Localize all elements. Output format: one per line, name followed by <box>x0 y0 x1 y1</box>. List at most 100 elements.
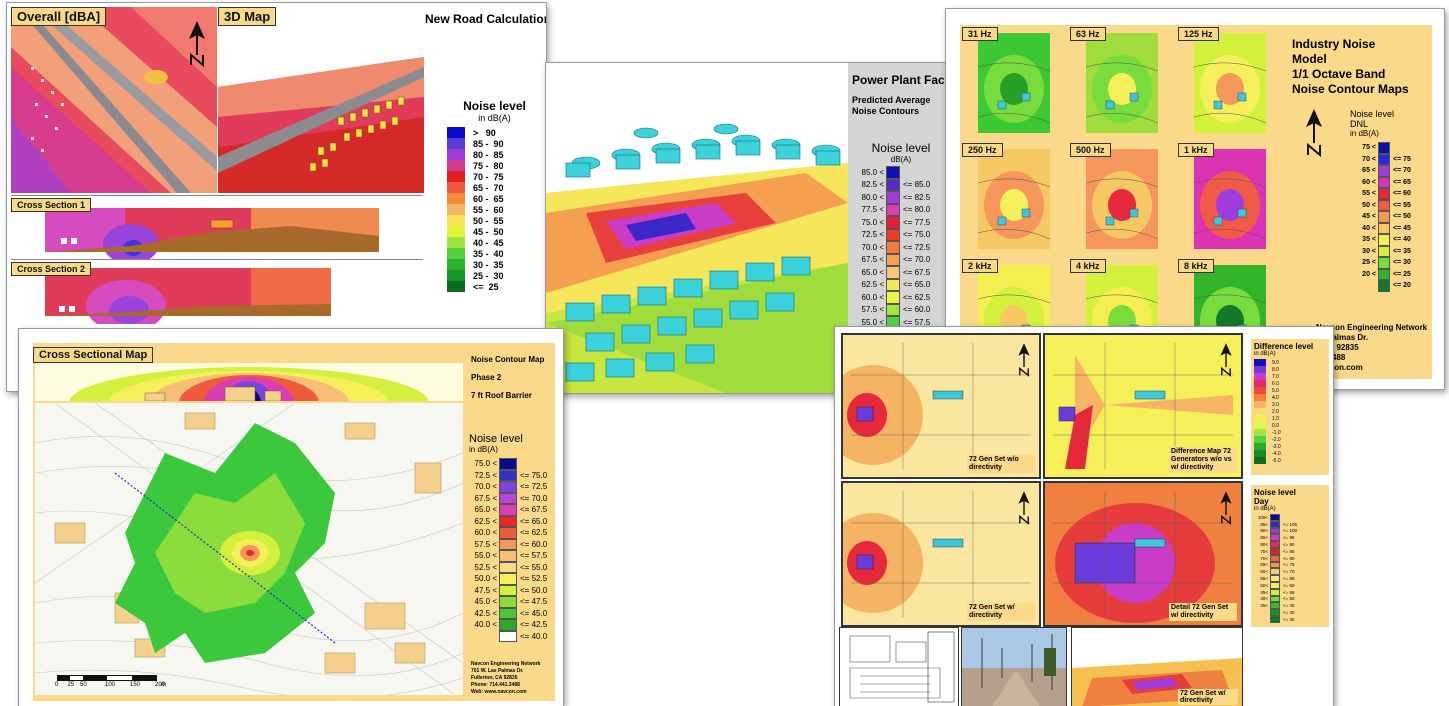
legend-swatch <box>886 278 900 291</box>
octave-band-label[interactable]: 2 kHz <box>962 259 998 273</box>
legend-row: > 90 <box>447 127 542 138</box>
legend-swatch <box>499 619 517 631</box>
legend-swatch <box>447 270 465 281</box>
legend-swatch <box>1378 280 1390 292</box>
legend-low: 75 < <box>1362 144 1376 152</box>
octave-band-label[interactable]: 125 Hz <box>1178 27 1219 41</box>
legend-swatch <box>1270 568 1280 576</box>
legend-row: 82.5 < <= 85.0 <box>854 178 948 191</box>
legend-swatch <box>1270 595 1280 603</box>
octave-band-map: 1 kHz <box>1178 143 1282 255</box>
legend-high: <= 25 <box>1393 270 1411 278</box>
legend-low: 57.5 < <box>861 305 884 315</box>
legend-high: <= 65 <box>1283 576 1295 582</box>
north-arrow-icon <box>1220 491 1232 525</box>
legend-row: 65 - 70 <box>447 182 542 193</box>
legend-title: Difference level <box>1254 342 1314 351</box>
legend-swatch <box>1378 188 1390 200</box>
legend-high: <= 75.0 <box>520 470 548 480</box>
legend-swatch <box>1378 234 1390 246</box>
generator-map: 72 Gen Set w/ directivity <box>841 481 1041 627</box>
legend-swatch <box>1270 534 1280 542</box>
legend-swatch <box>1270 520 1280 528</box>
legend-high: <= 55 <box>1393 201 1411 209</box>
legend-swatch <box>447 204 465 215</box>
legend-row: 45 < <= 50 <box>1350 211 1430 223</box>
legend-swatch <box>499 504 517 516</box>
legend-low: 35< <box>1260 603 1268 609</box>
footer-line: 701 W. Las Palmas Dr. <box>471 668 524 674</box>
legend-row: 75 < <box>1350 142 1430 154</box>
gen-caption: 72 Gen Set w/o directivity <box>967 455 1035 473</box>
legend-row: 25 - 30 <box>447 270 542 281</box>
footer-line: Web: www.navcon.com <box>471 689 527 695</box>
legend-high: <= 57.5 <box>903 317 931 327</box>
legend-swatch <box>1270 609 1280 616</box>
legend-low: 65.0 < <box>474 505 497 515</box>
legend-high: <= 70 <box>1283 569 1295 575</box>
legend-row: <= 20 <box>1350 280 1430 292</box>
legend-unit: dB(A) <box>890 155 912 164</box>
scale-label: 25 <box>67 682 75 688</box>
octave-band-label[interactable]: 1 kHz <box>1178 143 1214 157</box>
legend-low: 77.5 < <box>861 205 884 215</box>
legend-low: 45 < <box>1362 213 1376 221</box>
legend-low: 72.5 < <box>474 470 497 480</box>
legend-high: <= 72.5 <box>903 242 931 252</box>
tab-cross-section-1[interactable]: Cross Section 1 <box>11 198 92 212</box>
legend-high: <= 47.5 <box>520 597 548 607</box>
legend-row: 77.5 < <= 80.0 <box>854 203 948 216</box>
3d-gen-set-thumbnail: 72 Gen Set w/ directivity <box>1071 627 1243 706</box>
legend-high: <= 45 <box>1283 603 1295 609</box>
legend-row: 45.0 < <= 47.5 <box>469 596 555 608</box>
industry-legend: Noise level DNL in dB(A) 75 < 70 < <= 75 65… <box>1350 109 1430 292</box>
legend-row: 35< <= 45 <box>1254 602 1326 610</box>
tab-overall-dba[interactable]: Overall [dBA] <box>11 7 107 26</box>
tab-3d-map[interactable]: 3D Map <box>218 7 277 26</box>
tab-cross-section-2[interactable]: Cross Section 2 <box>11 262 92 276</box>
cross-legend: Noise level in dB(A) 75.0 <72.5 < <= 75.0… <box>469 433 555 642</box>
octave-band-label[interactable]: 31 Hz <box>962 27 998 41</box>
octave-band-label[interactable]: 4 kHz <box>1070 259 1106 273</box>
legend-row: 55< <= 65 <box>1254 575 1326 582</box>
legend-row: 60 < <= 65 <box>1350 176 1430 188</box>
legend-unit: in dB(A) <box>469 445 498 454</box>
legend-swatch <box>1378 142 1390 154</box>
octave-band-label[interactable]: 250 Hz <box>962 143 1003 157</box>
legend-row: 60.0 < <= 62.5 <box>469 527 555 539</box>
octave-band-label[interactable]: 8 kHz <box>1178 259 1214 273</box>
title-line: 1/1 Octave Band <box>1292 67 1386 81</box>
legend-title: Noise level <box>1254 488 1296 497</box>
legend-row: 40< <= 50 <box>1254 595 1326 603</box>
legend-row: 7.0 <box>1254 373 1326 380</box>
legend-swatch <box>447 237 465 248</box>
legend-swatch <box>499 630 517 642</box>
legend-low: 67.5 < <box>861 255 884 265</box>
legend-swatch <box>447 248 465 259</box>
footer-line: Phone: 714.441.3488 <box>471 682 520 688</box>
legend-title: Noise level <box>469 433 523 445</box>
legend-low: 50< <box>1260 582 1268 588</box>
legend-low: 52.5 < <box>474 562 497 572</box>
legend-high: <= 85 <box>1283 548 1295 554</box>
legend-row: 1.0 <box>1254 415 1326 422</box>
octave-band-label[interactable]: 500 Hz <box>1070 143 1111 157</box>
legend-swatch <box>1254 373 1266 380</box>
legend-row: <= 25 <box>447 281 542 292</box>
octave-band-map: 31 Hz <box>962 27 1066 139</box>
map-barrier: 7 ft Roof Barrier <box>471 391 532 400</box>
tab-cross-sectional-map[interactable]: Cross Sectional Map <box>33 347 154 363</box>
legend-row: 65.0 < <= 67.5 <box>854 266 948 279</box>
legend-swatch <box>499 584 517 596</box>
legend-low: 47.5 < <box>474 585 497 595</box>
octave-band-label[interactable]: 63 Hz <box>1070 27 1106 41</box>
legend-high: <= 45.0 <box>520 608 548 618</box>
legend-row: 40.0 < <= 42.5 <box>469 619 555 631</box>
legend-label: 7.0 <box>1272 373 1279 380</box>
legend-row: 100< <box>1254 514 1326 521</box>
legend-row: 75 - 80 <box>447 160 542 171</box>
legend-row: 50.0 < <= 52.5 <box>469 573 555 585</box>
legend-swatch <box>886 203 900 216</box>
legend-label: -2.0 <box>1272 436 1281 443</box>
legend-low: 55.0 < <box>861 317 884 327</box>
